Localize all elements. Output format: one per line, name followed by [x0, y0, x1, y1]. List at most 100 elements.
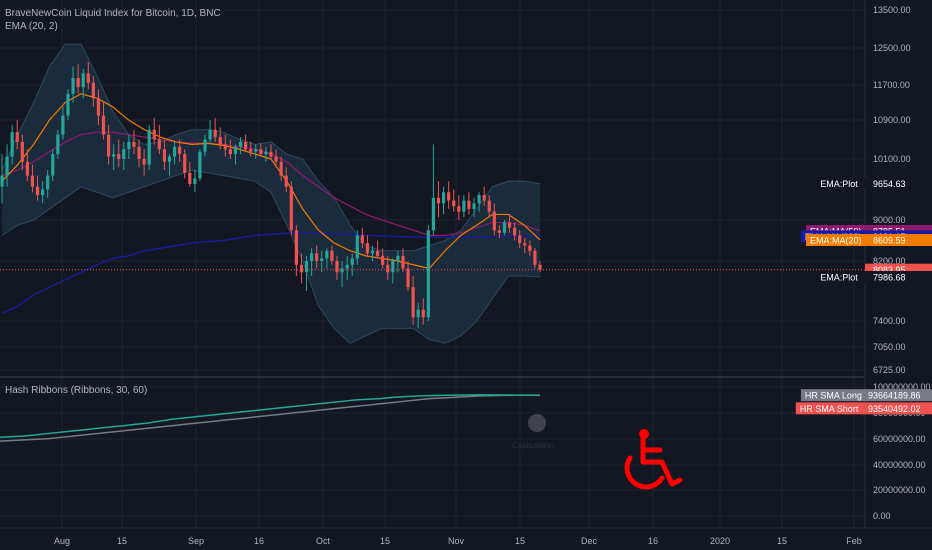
candle: [497, 225, 501, 238]
candle-body: [426, 230, 430, 318]
lower-pane-title[interactable]: Hash Ribbons (Ribbons, 30, 60): [5, 385, 148, 396]
candle: [35, 175, 40, 201]
candle: [56, 129, 60, 159]
candle: [15, 120, 19, 150]
chart-title[interactable]: BraveNewCoin Liquid Index for Bitcoin, 1…: [5, 8, 221, 19]
candle-body: [41, 189, 45, 196]
candle-body: [284, 175, 288, 187]
candle: [66, 89, 70, 120]
candle: [238, 137, 243, 155]
candle-body: [106, 134, 111, 157]
price-tag-value-bg: [865, 234, 932, 247]
candle-body: [441, 192, 446, 204]
candle-body: [340, 268, 344, 273]
candle: [406, 261, 410, 291]
x-tick-label: 16: [254, 536, 264, 546]
candle: [188, 161, 192, 187]
price-tag-label: EMA:Plot: [820, 179, 858, 189]
candle-body: [46, 175, 50, 190]
candle: [528, 240, 532, 256]
candle-body: [325, 250, 329, 259]
hr-tag: HR SMA Short 93540492.02: [795, 402, 932, 415]
candle-body: [96, 98, 101, 116]
hr-tag-value: 93540492.02: [868, 404, 921, 414]
candle-body: [299, 264, 304, 273]
candle: [249, 141, 253, 157]
candles: [0, 61, 542, 329]
candle-body: [269, 151, 273, 157]
candle-body: [259, 149, 263, 155]
x-tick-label: 15: [380, 536, 390, 546]
price-tag-value-bg: [865, 270, 932, 283]
price-tag-value: 9654.63: [873, 179, 906, 189]
candle-body: [431, 197, 436, 231]
candle-body: [462, 200, 466, 212]
candle-body: [91, 82, 95, 99]
candle: [436, 181, 441, 218]
candle-body: [513, 227, 517, 236]
candle: [106, 124, 111, 165]
hr-tag-value-bg: [865, 402, 932, 415]
candle: [441, 186, 446, 215]
price-tag-value-bg: [865, 177, 932, 190]
candle-body: [127, 141, 131, 150]
candle-body: [482, 195, 486, 201]
candle-body: [147, 129, 151, 165]
candle: [345, 255, 349, 280]
candle-body: [416, 309, 420, 318]
candle-body: [355, 235, 359, 259]
y-tick-label: 8200.00: [873, 256, 906, 266]
candle-body: [264, 151, 268, 155]
candle: [365, 235, 370, 256]
candle-body: [35, 186, 40, 196]
time-axis: [0, 528, 932, 550]
band-area: [2, 44, 540, 344]
candle: [244, 134, 248, 152]
candle-body: [233, 146, 238, 155]
price-tag: EMA:Plot 7986.68: [816, 270, 932, 283]
price-tag: EMA:Plot 9654.63: [816, 177, 932, 190]
indicator-label[interactable]: EMA (20, 2): [5, 21, 58, 32]
wheelchair-body: [640, 437, 683, 487]
candle-body: [477, 195, 481, 204]
candle: [91, 75, 95, 107]
candle: [218, 127, 222, 150]
x-tick-label: 16: [648, 536, 658, 546]
candle: [523, 237, 527, 254]
candle-body: [365, 243, 370, 254]
candle: [274, 149, 278, 168]
candle: [157, 124, 161, 155]
candle: [462, 195, 466, 218]
candle: [233, 144, 238, 165]
candle: [76, 64, 80, 94]
hr-y-tick-label: 40000000.00: [873, 460, 926, 470]
candle: [228, 139, 232, 159]
candle-body: [30, 175, 35, 187]
candle-body: [381, 255, 385, 265]
candle-body: [249, 149, 253, 152]
candle-body: [223, 144, 227, 150]
candle-body: [497, 230, 501, 233]
candle: [193, 170, 197, 193]
y-tick-label: 10900.00: [873, 115, 911, 125]
candle: [426, 225, 430, 321]
candle: [46, 170, 50, 198]
candle-body: [152, 129, 156, 140]
candle: [147, 124, 151, 171]
candle: [518, 230, 522, 249]
candle: [381, 248, 385, 269]
hr-tag-value-bg: [865, 389, 932, 402]
price-tag: EMA:MA(20) 8609.59: [806, 234, 932, 247]
candle-body: [538, 264, 542, 270]
candle: [61, 106, 65, 140]
candle: [355, 230, 359, 265]
candle-body: [81, 73, 85, 88]
price-tag-label-bg: [806, 234, 865, 247]
candle: [310, 248, 314, 276]
wheelchair-icon[interactable]: [624, 429, 683, 490]
candle: [533, 248, 537, 269]
candle-body: [66, 93, 70, 116]
hr-tag: HR SMA Long 93664189.86: [800, 389, 932, 402]
candle-body: [401, 255, 405, 269]
